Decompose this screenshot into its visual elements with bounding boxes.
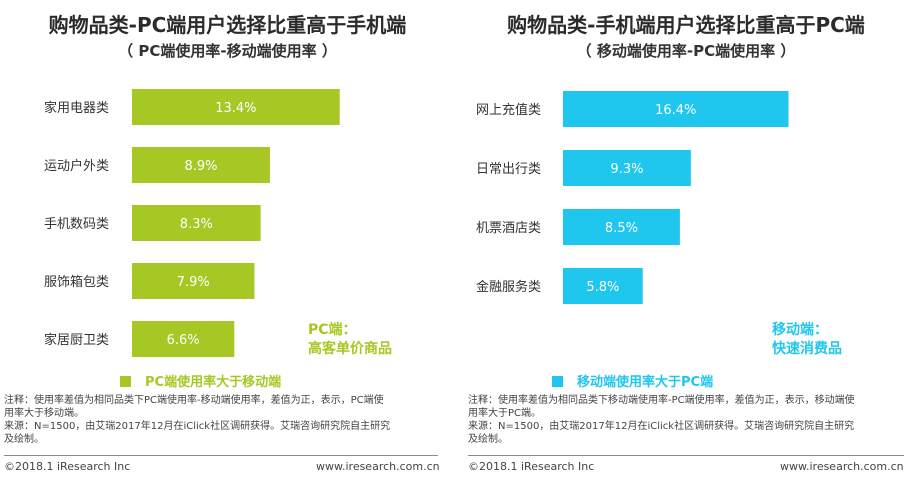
footnote-line: 注释：使用率差值为相同品类下PC端使用率-移动端使用率，差值为正，表示，PC端使 — [4, 395, 384, 406]
footnote-line: 注释：使用率差值为相同品类下移动端使用率-PC端使用率，差值为正，表示，移动端使 — [468, 395, 855, 406]
category-label: 手机数码类 — [44, 217, 109, 232]
legend-label: PC端使用率大于移动端 — [145, 375, 282, 390]
left-chart-panel: 购物品类-PC端用户选择比重高于手机端 （ PC端使用率-移动端使用率 ） 家用… — [4, 13, 449, 473]
category-label: 运动户外类 — [44, 158, 109, 174]
footnote-line: 来源：N=1500，由艾瑞2017年12月在iClick社区调研获得。艾瑞咨询研… — [4, 421, 391, 432]
chart-legend: 移动端使用率大于PC端 — [552, 371, 713, 390]
bar-value-label: 7.9% — [177, 275, 210, 290]
footnote: 注释：使用率差值为相同品类下移动端使用率-PC端使用率，差值为正，表示，移动端使… — [468, 394, 908, 446]
chart-subtitle: （ 移动端使用率-PC端使用率 ） — [576, 42, 796, 60]
category-label: 家用电器类 — [44, 100, 109, 116]
bar-value-label: 16.4% — [655, 103, 696, 118]
footnote-line: 及绘制。 — [468, 434, 508, 445]
footer-website: www.iresearch.com.cn — [316, 460, 440, 473]
bar — [132, 263, 255, 299]
annotation-line: 高客单价商品 — [308, 341, 392, 357]
footnote: 注释：使用率差值为相同品类下PC端使用率-移动端使用率，差值为正，表示，PC端使… — [4, 394, 449, 446]
bar — [132, 205, 261, 241]
bar — [563, 91, 789, 127]
chart-subtitle: （ PC端使用率-移动端使用率 ） — [118, 42, 337, 60]
chart-title: 购物品类-手机端用户选择比重高于PC端 — [507, 13, 865, 37]
chart-legend: PC端使用率大于移动端 — [120, 371, 281, 390]
bar-value-label: 8.9% — [184, 159, 217, 174]
bar-value-label: 9.3% — [610, 162, 643, 177]
bar-value-label: 8.3% — [180, 217, 213, 232]
bar — [563, 150, 691, 186]
bar — [132, 321, 235, 357]
footer-website: www.iresearch.com.cn — [780, 460, 904, 473]
footnote-line: 及绘制。 — [4, 434, 44, 445]
annotation-line: 快速消费品 — [772, 341, 842, 357]
legend-label: 移动端使用率大于PC端 — [577, 375, 714, 390]
footnote-line: 来源：N=1500，由艾瑞2017年12月在iClick社区调研获得。艾瑞咨询研… — [468, 421, 855, 432]
category-label: 日常出行类 — [476, 162, 541, 177]
bar — [563, 209, 680, 245]
category-label: 服饰箱包类 — [44, 274, 109, 290]
footnote-line: 用率大于PC端。 — [468, 408, 542, 419]
footnote-line: 用率大于移动端。 — [4, 408, 84, 419]
legend-swatch — [552, 376, 563, 387]
bar — [563, 268, 643, 304]
category-label: 机票酒店类 — [476, 221, 541, 236]
chart-annotation: PC端： 高客单价商品 — [308, 321, 392, 359]
footer-copyright: ©2018.1 iResearch Inc — [4, 460, 131, 473]
bar-value-label: 13.4% — [215, 101, 256, 116]
right-bar-chart: 网上充值类 16.4% 日常出行类 9.3% 机票酒店类 8.5% 金融服务类 5.8% — [476, 91, 789, 304]
bar-value-label: 5.8% — [586, 280, 619, 295]
annotation-line: PC端： — [308, 322, 357, 338]
left-bar-chart: 家用电器类 13.4% 运动户外类 8.9% 手机数码类 8.3% 服饰箱包类 7.9% 家居厨… — [44, 89, 340, 357]
bar — [132, 89, 340, 125]
footer-divider — [468, 455, 904, 456]
category-label: 家居厨卫类 — [44, 332, 109, 348]
chart-annotation: 移动端： 快速消费品 — [772, 321, 842, 359]
chart-title: 购物品类-PC端用户选择比重高于手机端 — [48, 13, 407, 37]
bar — [132, 147, 270, 183]
bar-value-label: 8.5% — [605, 221, 638, 236]
footer-divider — [4, 455, 438, 456]
right-chart-panel: 购物品类-手机端用户选择比重高于PC端 （ 移动端使用率-PC端使用率 ） 网上… — [462, 0, 910, 477]
bar-value-label: 6.6% — [167, 333, 200, 348]
category-label: 网上充值类 — [476, 102, 541, 118]
category-label: 金融服务类 — [476, 279, 541, 295]
legend-swatch — [120, 376, 131, 387]
footer-copyright: ©2018.1 iResearch Inc — [468, 460, 595, 473]
annotation-line: 移动端： — [772, 322, 828, 338]
